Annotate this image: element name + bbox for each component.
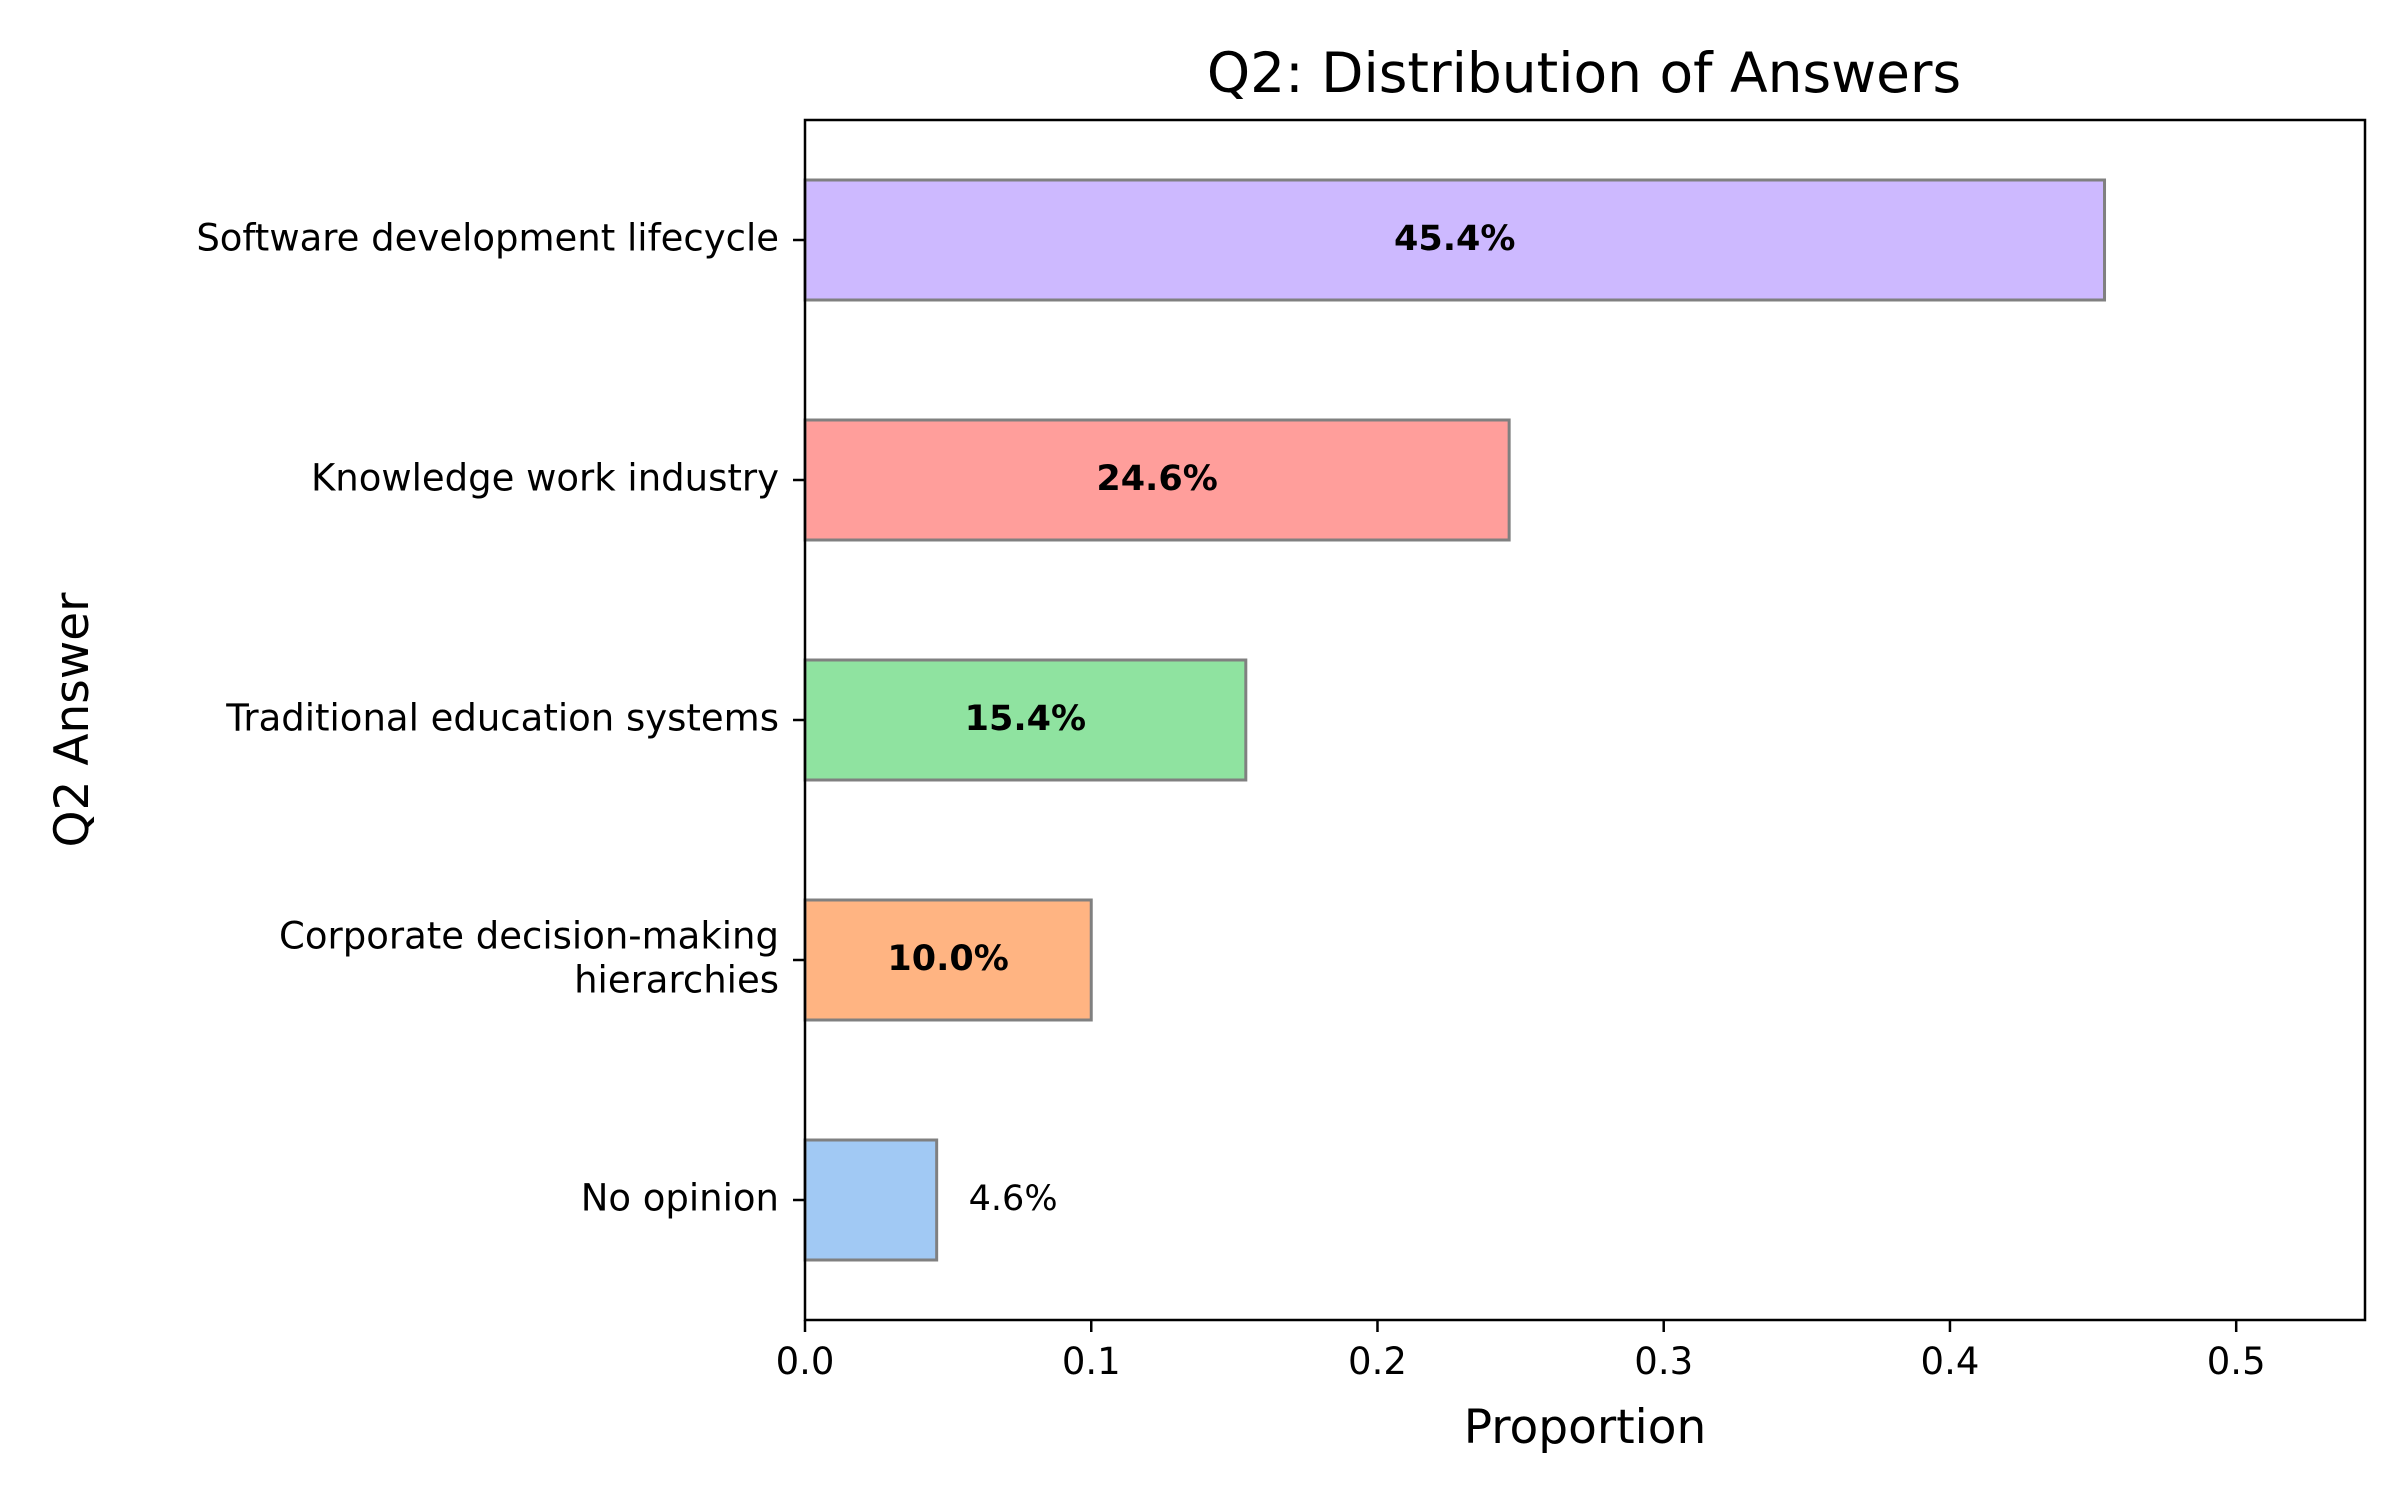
x-tick-label: 0.1: [1062, 1340, 1121, 1383]
y-tick-label: No opinion: [581, 1177, 779, 1220]
bar: [803, 658, 1248, 782]
chart-title: Q2: Distribution of Answers: [1207, 41, 1961, 105]
bar-value-label: 24.6%: [1096, 459, 1217, 499]
x-axis-label: Proportion: [1464, 1400, 1707, 1455]
x-tick-label: 0.2: [1348, 1340, 1407, 1383]
y-axis-ticks: Software development lifecycle Knowledge …: [196, 217, 805, 1220]
y-tick-label: Knowledge work industry: [311, 457, 779, 500]
bar-value-label: 10.0%: [887, 939, 1008, 979]
y-tick-label: Software development lifecycle: [196, 217, 779, 260]
bar-value-label: 4.6%: [969, 1179, 1058, 1219]
bar: [803, 178, 2107, 302]
x-tick-label: 0.4: [1921, 1340, 1980, 1383]
x-tick-label: 0.5: [2207, 1340, 2266, 1383]
y-axis-label: Q2 Answer: [45, 592, 100, 848]
x-tick-label: 0.0: [776, 1340, 835, 1383]
x-tick-label: 0.3: [1634, 1340, 1693, 1383]
bar: [803, 418, 1511, 542]
bar-value-label: 45.4%: [1394, 219, 1515, 259]
bar: [803, 1138, 939, 1262]
bar-value-label: 15.4%: [965, 699, 1086, 739]
plot-frame: [803, 118, 2367, 1322]
y-tick-label: Traditional education systems: [225, 697, 779, 740]
bar: [803, 898, 1093, 1022]
x-axis-ticks: 0.0 0.1 0.2 0.3 0.4 0.5: [776, 1320, 2266, 1383]
bars-group: 45.4% 24.6% 15.4% 10.0% 4.6%: [803, 178, 2107, 1262]
y-tick-label: Corporate decision-making hierarchies: [279, 915, 779, 1002]
